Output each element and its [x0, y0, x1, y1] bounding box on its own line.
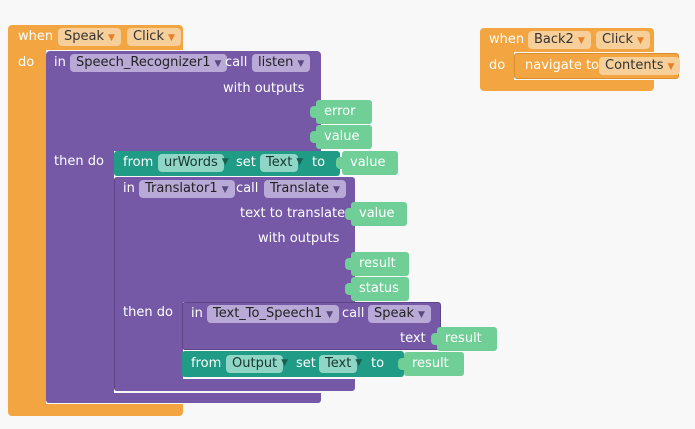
component-dropdown-translator[interactable]: Translator1 ▼ — [139, 180, 235, 198]
set-label: set — [236, 155, 256, 170]
then-do-label: then do — [123, 305, 173, 320]
then-do-label: then do — [54, 154, 104, 169]
when-label: when — [18, 29, 54, 44]
with-outputs-label: with outputs — [223, 81, 305, 96]
call-label: call — [225, 55, 248, 70]
value-getter[interactable]: value — [351, 202, 407, 226]
set-label: set — [296, 356, 316, 371]
chevron-down-icon: ▼ — [214, 59, 222, 69]
chevron-down-icon: ▼ — [297, 59, 305, 69]
text-label: text — [400, 331, 426, 346]
output-error[interactable]: error — [316, 100, 372, 124]
in-label: in — [54, 55, 66, 70]
event-dropdown-click[interactable]: Click ▼ — [127, 28, 181, 46]
chevron-down-icon: ▼ — [577, 36, 585, 46]
result-getter[interactable]: result — [437, 327, 497, 351]
chevron-down-icon: ▼ — [296, 157, 304, 167]
property-dropdown-text[interactable]: Text ▼ — [319, 355, 362, 373]
text-to-translate-label: text to translate — [240, 206, 346, 221]
in-label: in — [191, 306, 203, 321]
method-dropdown-translate[interactable]: Translate ▼ — [264, 180, 346, 198]
chevron-down-icon: ▼ — [108, 33, 115, 43]
output-status[interactable]: status — [351, 277, 409, 301]
do-label: do — [18, 55, 35, 70]
method-dropdown-listen[interactable]: listen ▼ — [252, 54, 311, 72]
to-label: to — [312, 155, 326, 170]
chevron-down-icon: ▼ — [418, 310, 425, 320]
navigate-to-label: navigate to — [525, 58, 600, 73]
with-outputs-label: with outputs — [258, 231, 340, 246]
in-label: in — [123, 181, 135, 196]
chevron-down-icon: ▼ — [221, 185, 229, 195]
chevron-down-icon: ▼ — [326, 310, 334, 320]
from-label: from — [191, 356, 222, 371]
event-dropdown-click[interactable]: Click ▼ — [596, 31, 650, 49]
chevron-down-icon: ▼ — [167, 33, 175, 43]
component-dropdown-back2[interactable]: Back2 ▼ — [528, 31, 591, 49]
do-label: do — [489, 58, 506, 73]
output-result[interactable]: result — [351, 252, 409, 276]
call-label: call — [342, 306, 365, 321]
chevron-down-icon: ▼ — [667, 62, 675, 72]
method-dropdown-speak[interactable]: Speak ▼ — [368, 305, 431, 323]
component-dropdown-speak[interactable]: Speak ▼ — [58, 28, 121, 46]
property-dropdown-text[interactable]: Text ▼ — [260, 154, 303, 172]
screen-dropdown-contents[interactable]: Contents ▼ — [599, 57, 681, 75]
result-getter[interactable]: result — [404, 352, 464, 376]
to-label: to — [371, 356, 385, 371]
component-dropdown-output[interactable]: Output ▼ — [226, 355, 288, 373]
from-label: from — [123, 155, 154, 170]
component-dropdown-urwords[interactable]: urWords ▼ — [158, 154, 229, 172]
component-dropdown-text-to-speech[interactable]: Text_To_Speech1 ▼ — [207, 305, 340, 323]
call-label: call — [236, 181, 259, 196]
chevron-down-icon: ▼ — [281, 358, 289, 368]
when-label: when — [489, 32, 525, 47]
chevron-down-icon: ▼ — [333, 185, 340, 195]
chevron-down-icon: ▼ — [355, 358, 363, 368]
chevron-down-icon: ▼ — [636, 36, 644, 46]
output-value[interactable]: value — [316, 125, 372, 149]
value-getter[interactable]: value — [342, 151, 398, 175]
chevron-down-icon: ▼ — [221, 157, 229, 167]
component-dropdown-speech-recognizer[interactable]: Speech_Recognizer1 ▼ — [70, 54, 228, 72]
